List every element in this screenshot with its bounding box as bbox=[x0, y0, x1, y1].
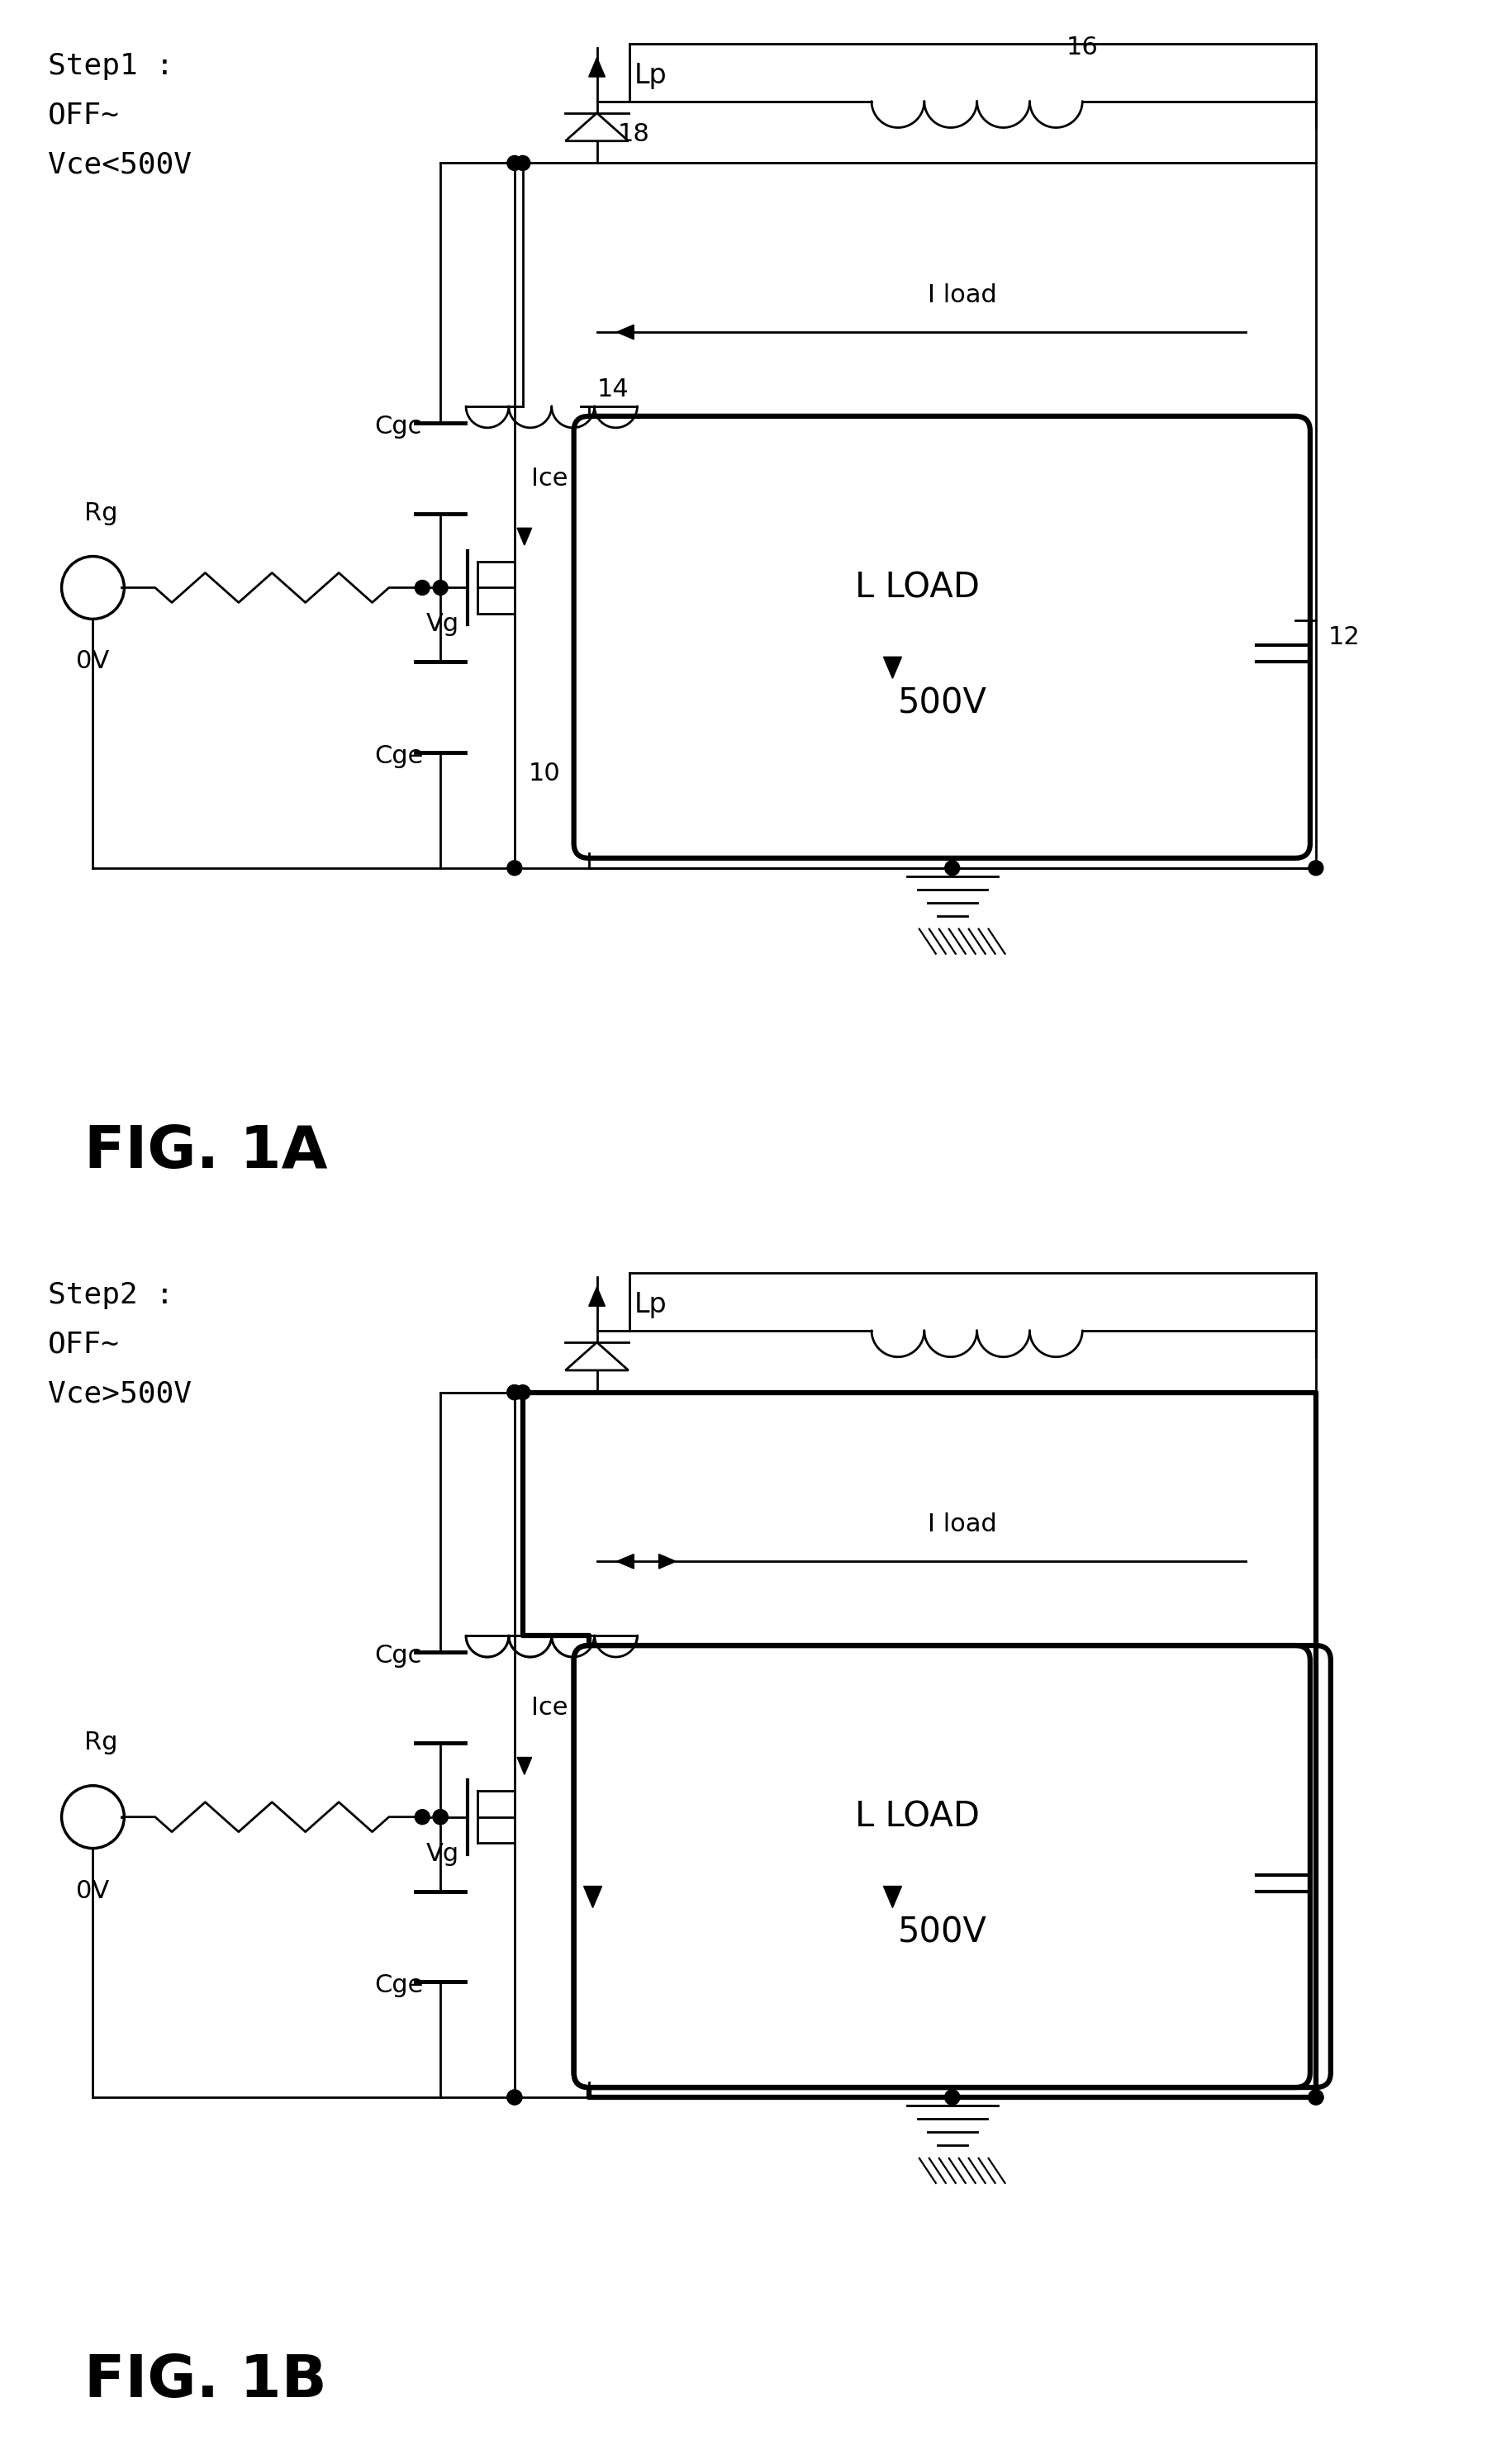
Text: Vce>500V: Vce>500V bbox=[48, 1380, 191, 1407]
Text: Step1 :: Step1 : bbox=[48, 52, 173, 79]
FancyBboxPatch shape bbox=[573, 1646, 1310, 2087]
Polygon shape bbox=[617, 325, 633, 340]
Text: 16: 16 bbox=[1066, 34, 1097, 59]
Circle shape bbox=[414, 1809, 429, 1823]
Text: 0V: 0V bbox=[77, 1880, 110, 1902]
Text: 18: 18 bbox=[617, 121, 650, 145]
Text: Cgc: Cgc bbox=[375, 414, 422, 439]
Polygon shape bbox=[884, 658, 902, 678]
Circle shape bbox=[1309, 2089, 1324, 2104]
Text: L LOAD: L LOAD bbox=[856, 1799, 980, 1833]
Circle shape bbox=[414, 579, 429, 596]
Text: 10: 10 bbox=[528, 761, 560, 786]
Circle shape bbox=[507, 1385, 522, 1400]
Polygon shape bbox=[518, 527, 531, 545]
Circle shape bbox=[507, 1385, 522, 1400]
Text: I load: I load bbox=[928, 1513, 997, 1538]
Text: Cgc: Cgc bbox=[375, 1643, 422, 1668]
Circle shape bbox=[507, 2089, 522, 2104]
Polygon shape bbox=[584, 1887, 602, 1907]
Polygon shape bbox=[588, 1286, 605, 1306]
Polygon shape bbox=[566, 113, 629, 140]
Text: 14: 14 bbox=[597, 377, 629, 402]
Polygon shape bbox=[617, 1555, 633, 1570]
Text: 12: 12 bbox=[1328, 626, 1360, 648]
Text: Cge: Cge bbox=[375, 744, 423, 769]
Polygon shape bbox=[566, 1343, 629, 1370]
Text: Step2 :: Step2 : bbox=[48, 1281, 173, 1308]
Text: Vce<500V: Vce<500V bbox=[48, 150, 191, 180]
Circle shape bbox=[507, 2089, 522, 2104]
Text: FIG. 1A: FIG. 1A bbox=[84, 1124, 327, 1180]
Polygon shape bbox=[588, 57, 605, 76]
Text: OFF~: OFF~ bbox=[48, 1331, 120, 1358]
Circle shape bbox=[432, 1809, 447, 1823]
Circle shape bbox=[944, 860, 959, 875]
Text: Cge: Cge bbox=[375, 1974, 423, 1998]
Polygon shape bbox=[884, 1887, 902, 1907]
Polygon shape bbox=[518, 1757, 531, 1774]
Text: Lp: Lp bbox=[633, 62, 666, 89]
Circle shape bbox=[1309, 860, 1324, 875]
Circle shape bbox=[507, 155, 522, 170]
Text: Vg: Vg bbox=[426, 1841, 459, 1865]
Circle shape bbox=[944, 2089, 959, 2104]
Text: Ice: Ice bbox=[531, 1695, 567, 1720]
Circle shape bbox=[515, 1385, 530, 1400]
FancyBboxPatch shape bbox=[573, 416, 1310, 857]
Text: L LOAD: L LOAD bbox=[856, 569, 980, 606]
Text: Vg: Vg bbox=[426, 614, 459, 636]
Circle shape bbox=[507, 860, 522, 875]
Text: 500V: 500V bbox=[898, 1915, 986, 1949]
Text: FIG. 1B: FIG. 1B bbox=[84, 2353, 327, 2410]
Text: OFF~: OFF~ bbox=[48, 101, 120, 128]
Text: I load: I load bbox=[928, 283, 997, 308]
Circle shape bbox=[944, 2089, 959, 2104]
Polygon shape bbox=[659, 1555, 675, 1570]
Text: Ice: Ice bbox=[531, 466, 567, 490]
Text: Lp: Lp bbox=[633, 1291, 666, 1318]
Text: 0V: 0V bbox=[77, 650, 110, 673]
Text: 500V: 500V bbox=[898, 685, 986, 719]
Circle shape bbox=[432, 579, 447, 596]
Circle shape bbox=[432, 1809, 447, 1823]
Text: Rg: Rg bbox=[84, 500, 119, 525]
Circle shape bbox=[1309, 2089, 1324, 2104]
Circle shape bbox=[515, 155, 530, 170]
Text: Rg: Rg bbox=[84, 1730, 119, 1754]
